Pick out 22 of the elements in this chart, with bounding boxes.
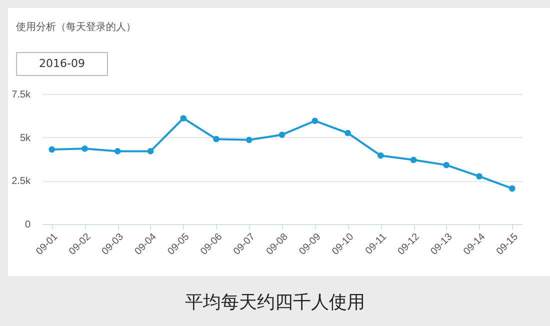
point bbox=[476, 173, 482, 180]
point bbox=[443, 162, 450, 168]
point bbox=[213, 136, 220, 142]
point bbox=[377, 152, 384, 159]
chart-title: 使用分析（每天登录的人） bbox=[16, 20, 136, 34]
text: 平均每天约四千人使用 bbox=[184, 291, 366, 314]
point bbox=[410, 156, 417, 164]
point bbox=[278, 132, 286, 138]
point bbox=[180, 115, 187, 122]
point bbox=[147, 148, 154, 154]
point bbox=[344, 130, 351, 136]
point bbox=[508, 185, 516, 192]
point bbox=[246, 136, 252, 144]
y-tick-label: 2.5k bbox=[12, 176, 32, 188]
point bbox=[48, 146, 56, 153]
point bbox=[312, 118, 318, 124]
y-tick-label: 5k bbox=[20, 132, 32, 144]
text: 2016-09 bbox=[16, 52, 108, 76]
y-tick-label: 7.5k bbox=[12, 90, 32, 100]
y-tick-label: 0 bbox=[24, 220, 31, 230]
point bbox=[82, 145, 88, 152]
point bbox=[114, 148, 121, 154]
